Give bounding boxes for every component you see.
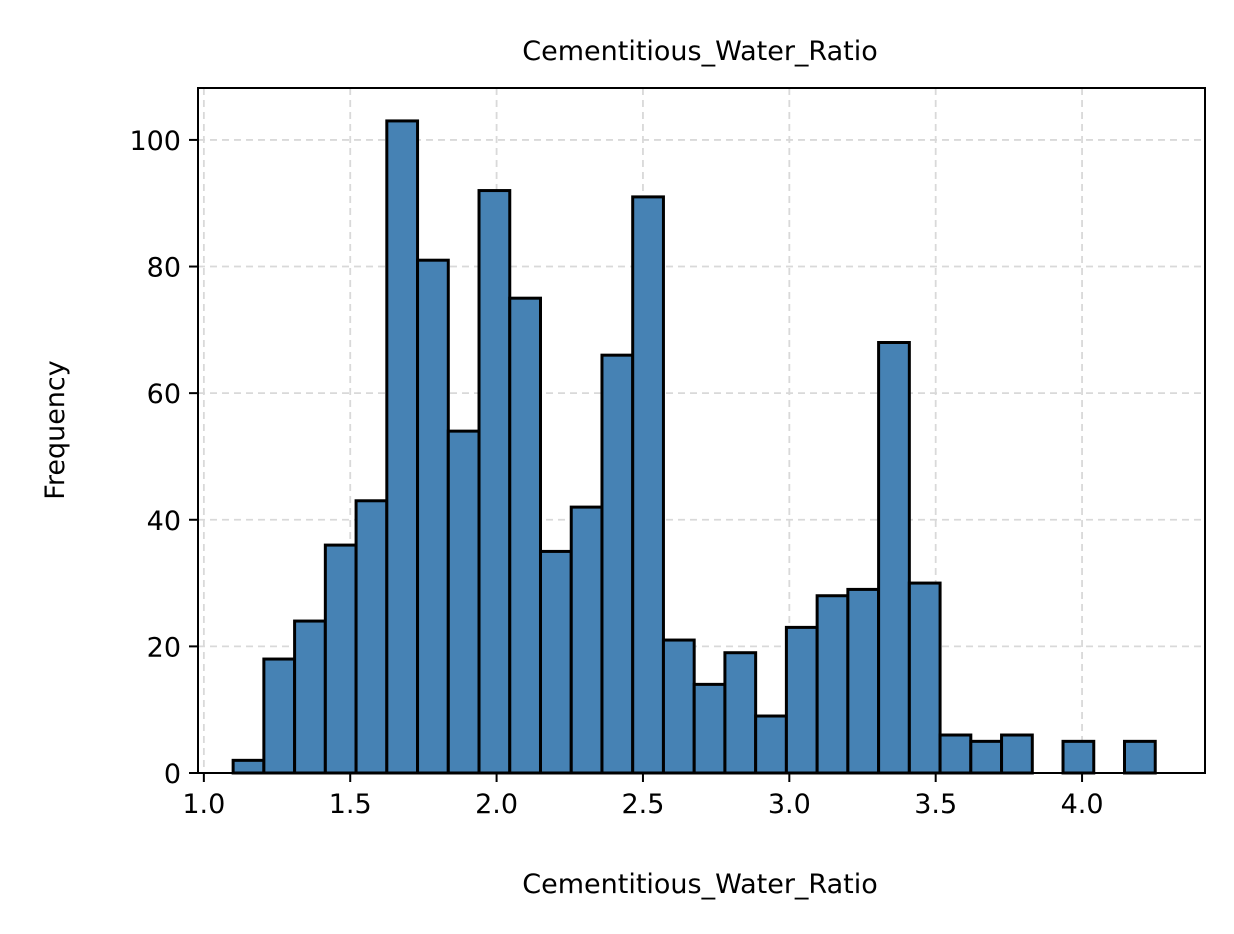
histogram-bar xyxy=(416,258,450,775)
y-tick-label: 40 xyxy=(147,506,181,537)
x-tick-label: 3.0 xyxy=(768,789,811,820)
y-axis: 0 20 40 60 80 100 xyxy=(129,126,198,790)
histogram-bar xyxy=(969,739,1004,775)
y-tick-label: 60 xyxy=(147,379,181,410)
histogram-bar xyxy=(1061,739,1096,775)
histogram-bar xyxy=(508,296,542,775)
bars xyxy=(231,119,1157,775)
y-tick-label: 0 xyxy=(164,759,181,790)
histogram-bar xyxy=(1122,739,1157,775)
histogram-bar xyxy=(293,619,327,775)
histogram-bar xyxy=(231,758,266,775)
x-tick-label: 3.5 xyxy=(914,789,957,820)
histogram-bar xyxy=(477,189,512,775)
histogram-bar xyxy=(661,638,696,775)
histogram-bar xyxy=(354,499,389,775)
histogram-bar xyxy=(538,549,573,775)
histogram-bar xyxy=(815,594,850,775)
histogram-bar xyxy=(262,657,297,775)
histogram-bar xyxy=(631,195,665,775)
histogram-bar xyxy=(323,543,358,775)
histogram-bar xyxy=(938,733,973,775)
y-tick-label: 100 xyxy=(129,126,181,157)
histogram-bar xyxy=(385,119,420,775)
y-tick-label: 20 xyxy=(147,632,181,663)
y-axis-label: Frequency xyxy=(40,360,71,500)
x-tick-label: 4.0 xyxy=(1061,789,1104,820)
histogram-bar xyxy=(446,429,481,775)
histogram-bar xyxy=(569,505,604,775)
histogram-bar xyxy=(600,353,635,775)
x-axis-label: Cementitious_Water_Ratio xyxy=(522,869,878,900)
y-tick-label: 80 xyxy=(147,253,181,284)
plot-frame xyxy=(197,87,1206,774)
x-tick-label: 2.0 xyxy=(475,789,518,820)
histogram-bar xyxy=(846,587,881,775)
x-tick-label: 2.5 xyxy=(621,789,664,820)
histogram-bar xyxy=(754,714,788,775)
histogram-bar xyxy=(907,581,942,775)
histogram-bar xyxy=(784,625,819,775)
histogram-bar xyxy=(692,682,727,775)
x-axis: 1.0 1.5 2.0 2.5 3.0 3.5 4.0 xyxy=(182,773,1104,820)
histogram-bar xyxy=(877,341,911,775)
x-tick-label: 1.5 xyxy=(329,789,372,820)
chart-title: Cementitious_Water_Ratio xyxy=(522,36,878,67)
histogram-bar xyxy=(1000,733,1034,775)
x-tick-label: 1.0 xyxy=(182,789,225,820)
histogram-bar xyxy=(723,651,758,775)
